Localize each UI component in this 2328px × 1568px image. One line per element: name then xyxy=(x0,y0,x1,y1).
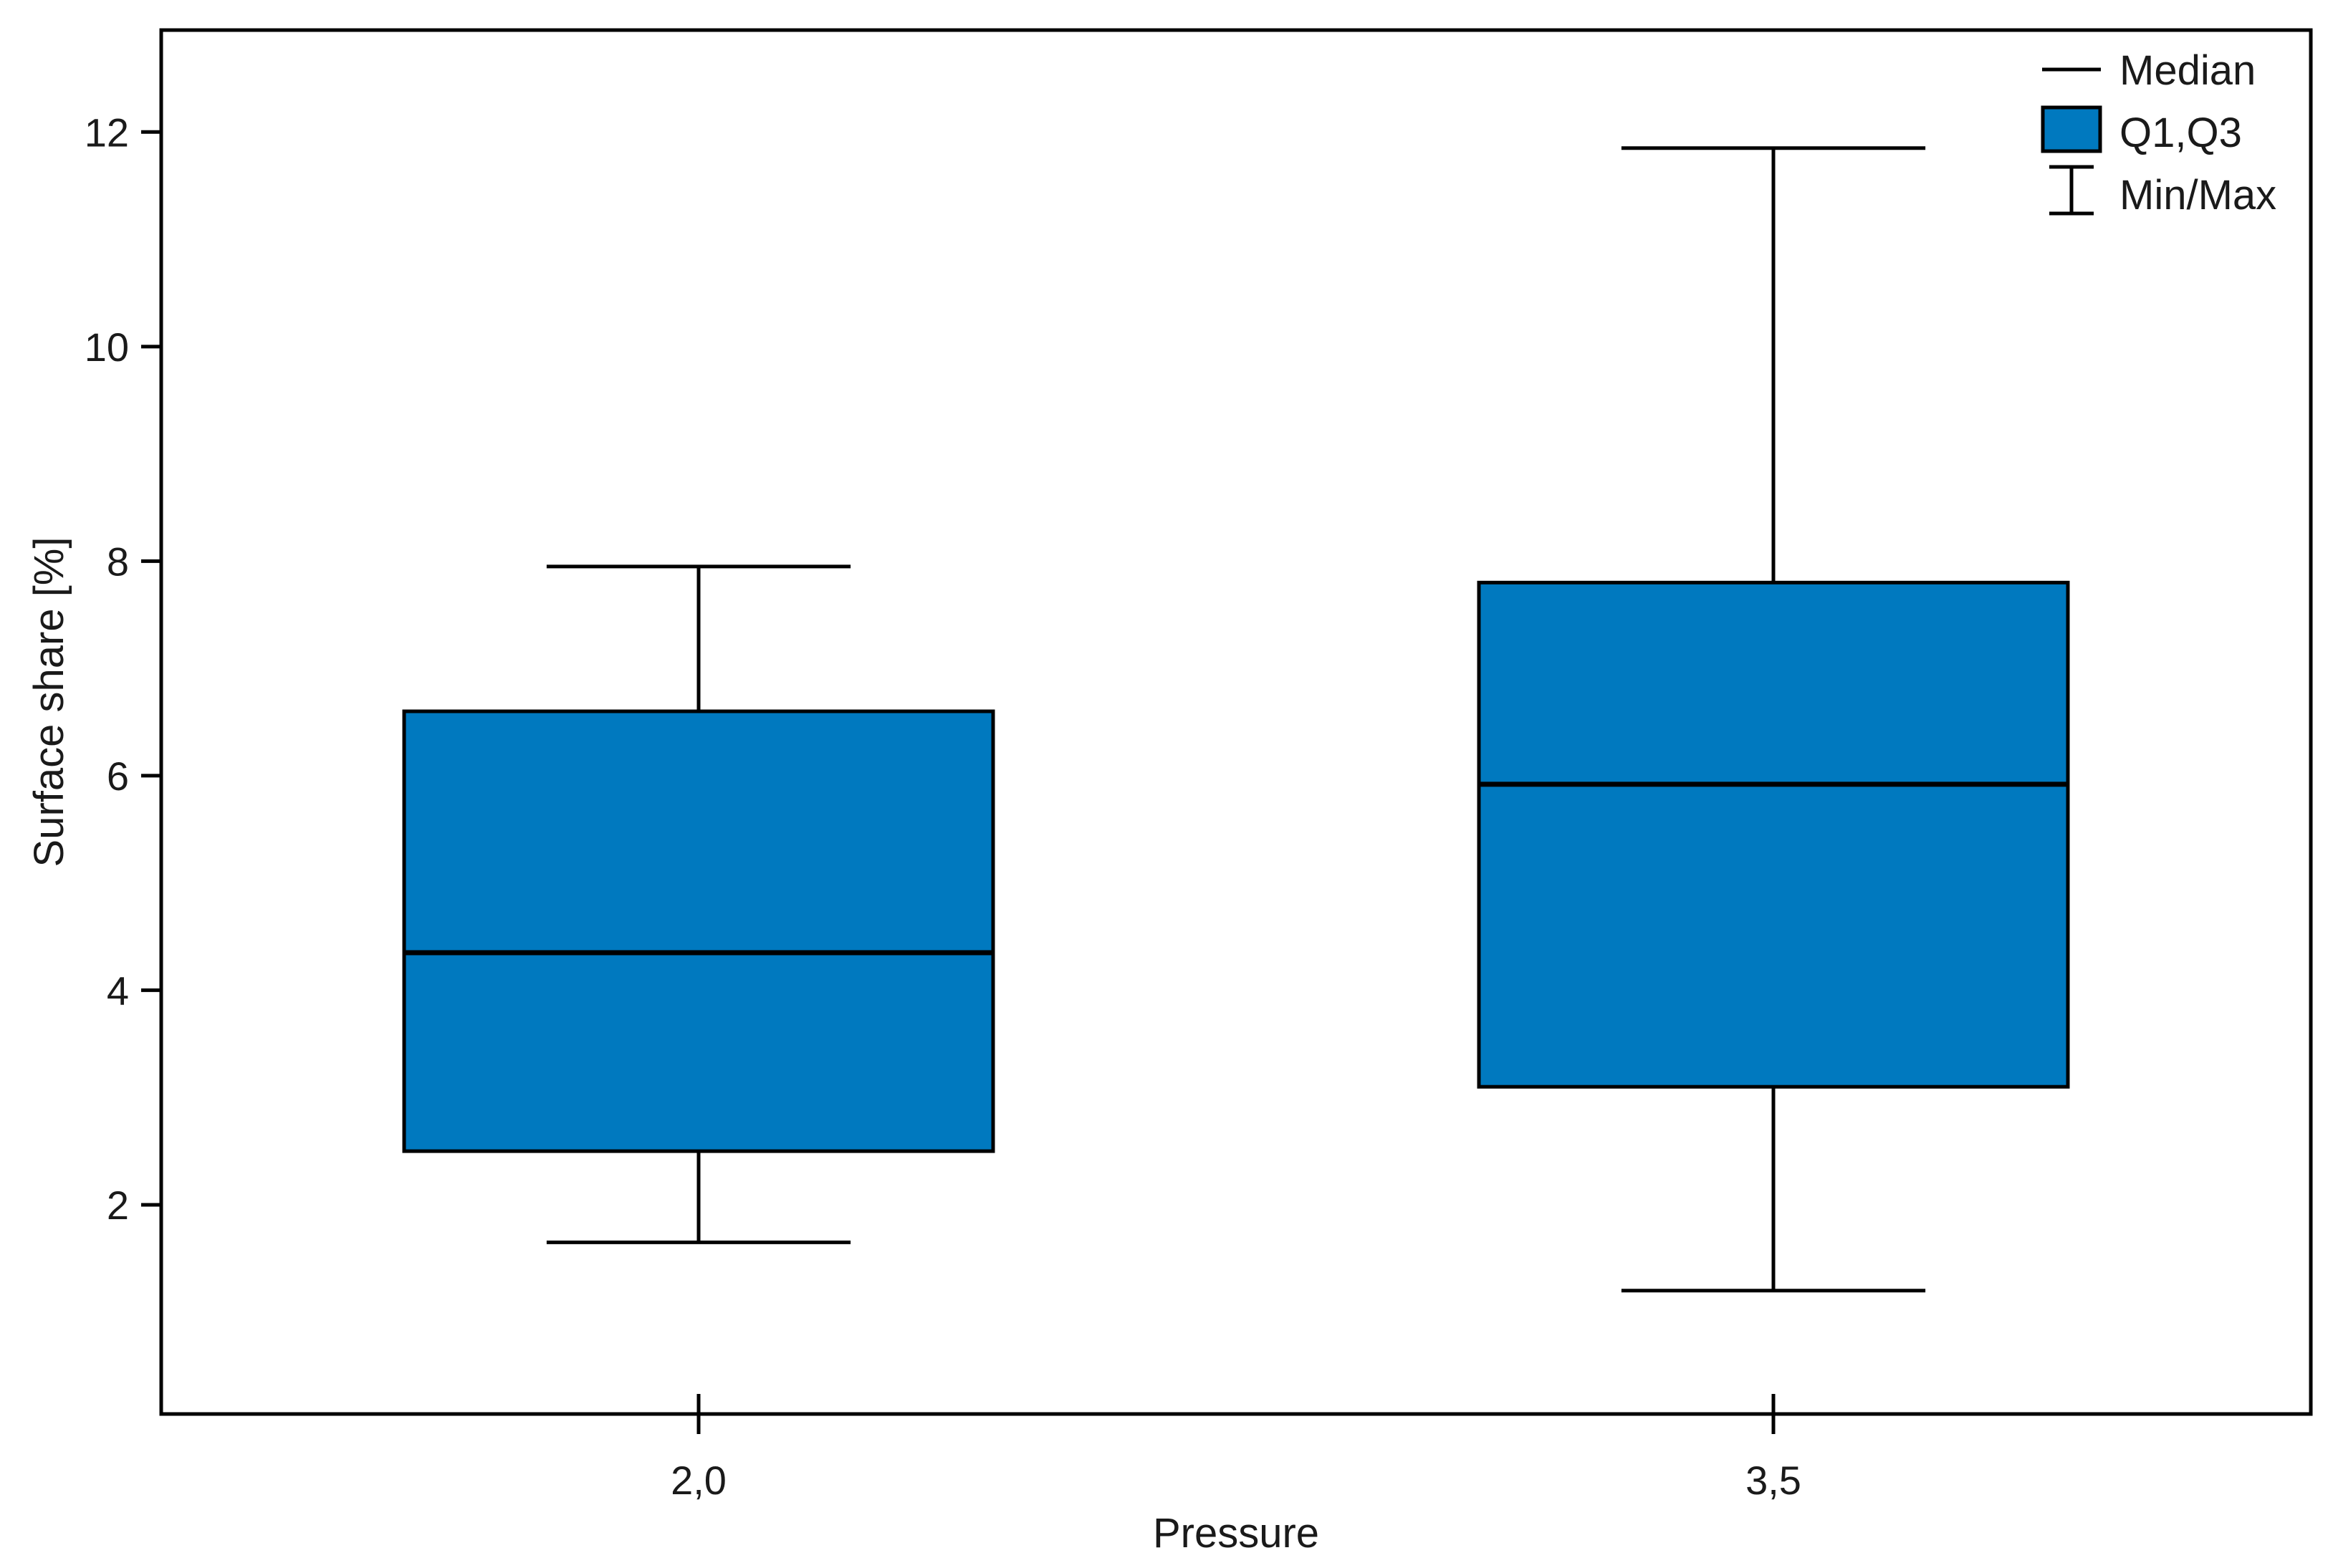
y-tick-label: 8 xyxy=(107,539,129,584)
legend-whisker-label: Min/Max xyxy=(2119,172,2276,218)
x-tick-label: 3,5 xyxy=(1745,1458,1801,1503)
y-tick-label: 10 xyxy=(85,324,129,370)
legend-median-label: Median xyxy=(2119,47,2256,94)
box-1 xyxy=(402,564,995,1244)
box-2 xyxy=(1477,146,2070,1293)
box-q1-q3 xyxy=(402,709,995,1153)
x-tick-label: 2,0 xyxy=(671,1458,727,1503)
legend-box-swatch xyxy=(2041,105,2102,153)
x-axis-label: Pressure xyxy=(1153,1510,1319,1557)
y-axis-label: Surface share [%] xyxy=(26,537,72,867)
y-tick-label: 6 xyxy=(107,754,129,799)
y-tick-label: 2 xyxy=(107,1183,129,1228)
box-plots xyxy=(402,146,2070,1293)
legend-box-label: Q1,Q3 xyxy=(2119,110,2242,156)
x-axis-ticks: 2,0 3,5 xyxy=(671,1394,1801,1503)
y-axis-ticks: 2 4 6 8 10 12 xyxy=(85,110,161,1228)
y-tick-label: 4 xyxy=(107,968,129,1013)
legend: Median Q1,Q3 Min/Max xyxy=(2041,47,2276,218)
y-tick-label: 12 xyxy=(85,110,129,155)
box-q1-q3 xyxy=(1477,580,2070,1089)
